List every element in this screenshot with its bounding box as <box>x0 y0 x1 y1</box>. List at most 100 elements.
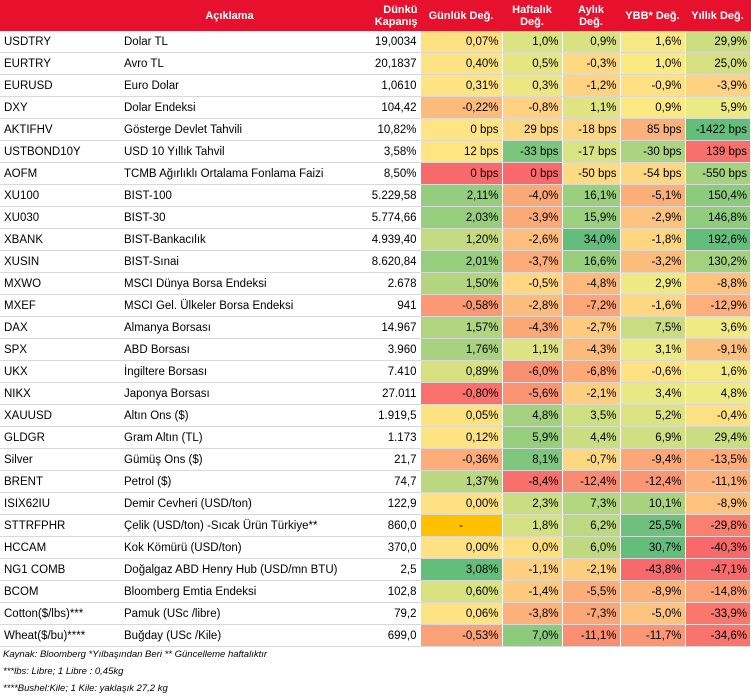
row-daily-change: -0,80% <box>419 382 502 405</box>
footnote-libre: ***lbs: Libre; 1 Libre : 0,45kg <box>3 666 124 677</box>
row-ytd-change: -5,0% <box>619 602 685 625</box>
table-row: HCCAM Kok Kömürü (USD/ton) 370,0 0,00% 0,0% 6… <box>0 536 750 559</box>
row-code: EURTRY <box>0 52 121 75</box>
header-previous-close: Dünkü Kapanış <box>338 0 421 31</box>
row-ytd-change: 10,1% <box>619 492 685 515</box>
table-row: MXEF MSCI Gel. Ülkeler Borsa Endeksi 941 -0… <box>0 294 750 317</box>
row-monthly-change: 3,5% <box>561 404 620 427</box>
row-daily-change: 2,11% <box>419 184 502 207</box>
table-row: EURUSD Euro Dolar 1,0610 0,31% 0,3% -1,2% -0,9… <box>0 74 750 97</box>
row-ytd-change: -1,8% <box>619 228 685 251</box>
row-ytd-change: 7,5% <box>619 316 685 339</box>
table-row: GLDGR Gram Altın (TL) 1.173 0,12% 5,9% 4,4% 6,… <box>0 426 750 449</box>
row-description: BIST-100 <box>121 184 338 207</box>
row-daily-change: 0,06% <box>419 602 502 625</box>
row-previous-close: 370,0 <box>338 536 420 559</box>
row-code: XUSIN <box>0 250 121 273</box>
row-weekly-change: 0 bps <box>501 162 562 185</box>
row-description: Doğalgaz ABD Henry Hub (USD/mn BTU) <box>121 558 338 581</box>
row-code: NG1 COMB <box>0 558 121 581</box>
table-row: SPX ABD Borsası 3.960 1,76% 1,1% -4,3% 3,1% -9,… <box>0 338 750 361</box>
row-code: USDTRY <box>0 31 121 53</box>
row-previous-close: 860,0 <box>338 514 420 537</box>
row-code: ISIX62IU <box>0 492 121 515</box>
row-weekly-change: 1,0% <box>501 31 562 53</box>
row-ytd-change: 25,5% <box>619 514 685 537</box>
row-yearly-change: -11,1% <box>684 470 750 493</box>
row-previous-close: 2.678 <box>338 272 420 295</box>
table-row: DXY Dolar Endeksi 104,42 -0,22% -0,8% 1,1% 0,9… <box>0 96 750 119</box>
row-description: Kok Kömürü (USD/ton) <box>121 536 338 559</box>
row-description: Çelik (USD/ton) -Sıcak Ürün Türkiye** <box>121 514 338 537</box>
row-ytd-change: -1,6% <box>619 294 685 317</box>
row-weekly-change: 2,3% <box>501 492 562 515</box>
row-weekly-change: 7,0% <box>501 624 562 647</box>
row-description: Dolar TL <box>121 31 338 53</box>
row-description: Euro Dolar <box>121 74 338 97</box>
header-ytd-change: YBB* Değ. <box>620 0 686 31</box>
row-monthly-change: -2,1% <box>561 558 620 581</box>
row-yearly-change: 5,9% <box>684 96 750 119</box>
row-code: UKX <box>0 360 121 383</box>
row-previous-close: 7.410 <box>338 360 420 383</box>
row-code: XU030 <box>0 206 121 229</box>
row-description: ABD Borsası <box>121 338 338 361</box>
row-daily-change: 0,31% <box>419 74 502 97</box>
row-monthly-change: 16,6% <box>561 250 620 273</box>
row-description: TCMB Ağırlıklı Ortalama Fonlama Faizi <box>121 162 338 185</box>
row-ytd-change: 85 bps <box>619 118 685 141</box>
row-code: MXWO <box>0 272 121 295</box>
row-monthly-change: 16,1% <box>561 184 620 207</box>
row-description: Petrol ($) <box>121 470 338 493</box>
header-description: Açıklama <box>121 0 339 31</box>
row-daily-change: -0,53% <box>419 624 502 647</box>
row-yearly-change: 29,9% <box>684 31 750 53</box>
table-row: STTRFPHR Çelik (USD/ton) -Sıcak Ürün Türk… <box>0 514 750 537</box>
row-description: Gümüş Ons ($) <box>121 448 338 471</box>
row-yearly-change: 130,2% <box>684 250 750 273</box>
row-description: Pamuk (USc /libre) <box>121 602 338 625</box>
row-ytd-change: -0,9% <box>619 74 685 97</box>
row-monthly-change: -50 bps <box>561 162 620 185</box>
row-previous-close: 74,7 <box>338 470 420 493</box>
row-ytd-change: 5,2% <box>619 404 685 427</box>
row-previous-close: 5.229,58 <box>338 184 420 207</box>
row-ytd-change: 0,9% <box>619 96 685 119</box>
row-previous-close: 1.919,5 <box>338 404 420 427</box>
row-yearly-change: -29,8% <box>684 514 750 537</box>
row-daily-change: 0,00% <box>419 492 502 515</box>
row-code: GLDGR <box>0 426 121 449</box>
row-daily-change: - <box>419 514 502 537</box>
row-code: AKTIFHV <box>0 118 121 141</box>
header-close-line2: Kapanış <box>374 15 418 28</box>
row-daily-change: 0,00% <box>419 536 502 559</box>
row-weekly-change: -3,9% <box>501 206 562 229</box>
row-monthly-change: 0,9% <box>561 31 620 53</box>
row-yearly-change: -0,4% <box>684 404 750 427</box>
table-row: AOFM TCMB Ağırlıklı Ortalama Fonlama Faiz… <box>0 162 750 185</box>
row-previous-close: 27.011 <box>338 382 420 405</box>
row-previous-close: 104,42 <box>338 96 420 119</box>
row-yearly-change: 29,4% <box>684 426 750 449</box>
row-weekly-change: -1,1% <box>501 558 562 581</box>
row-previous-close: 941 <box>338 294 420 317</box>
row-weekly-change: 0,0% <box>501 536 562 559</box>
row-code: SPX <box>0 338 121 361</box>
row-weekly-change: -4,0% <box>501 184 562 207</box>
row-previous-close: 122,9 <box>338 492 420 515</box>
row-ytd-change: -8,9% <box>619 580 685 603</box>
table-row: Silver Gümüş Ons ($) 21,7 -0,36% 8,1% -0,7% -9… <box>0 448 750 471</box>
row-yearly-change: 1,6% <box>684 360 750 383</box>
header-monthly-line1: Aylık <box>578 3 604 16</box>
row-yearly-change: -34,6% <box>684 624 750 647</box>
row-yearly-change: 25,0% <box>684 52 750 75</box>
row-ytd-change: -11,7% <box>619 624 685 647</box>
row-daily-change: 2,01% <box>419 250 502 273</box>
row-monthly-change: -2,1% <box>561 382 620 405</box>
row-weekly-change: -0,5% <box>501 272 562 295</box>
row-weekly-change: -6,0% <box>501 360 562 383</box>
row-previous-close: 20,1837 <box>338 52 420 75</box>
row-yearly-change: -47,1% <box>684 558 750 581</box>
row-code: DXY <box>0 96 121 119</box>
row-code: Wheat($/bu)**** <box>0 624 121 647</box>
